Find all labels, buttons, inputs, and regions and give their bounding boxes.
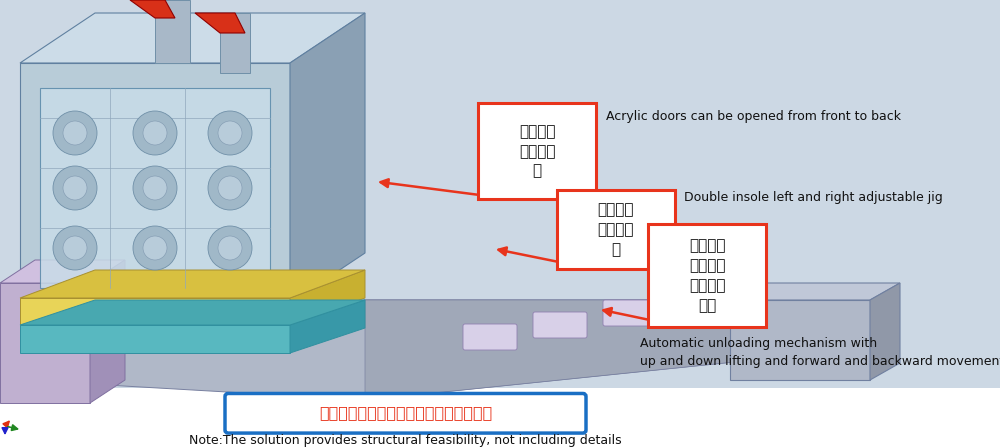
Polygon shape [20,270,365,298]
Bar [20,325,290,353]
Polygon shape [290,300,365,353]
Circle shape [143,236,167,260]
Circle shape [208,226,252,270]
Text: Note:The solution provides structural feasibility, not including details: Note:The solution provides structural fe… [189,434,622,447]
Polygon shape [195,13,245,33]
FancyBboxPatch shape [603,300,657,326]
Circle shape [133,226,177,270]
Polygon shape [365,300,870,400]
Circle shape [218,121,242,145]
Polygon shape [0,260,125,283]
Polygon shape [0,283,90,403]
Text: Acrylic doors can be opened from front to back: Acrylic doors can be opened from front t… [606,110,901,123]
Polygon shape [730,283,900,300]
Polygon shape [20,63,290,303]
FancyBboxPatch shape [225,393,586,433]
Polygon shape [40,88,270,288]
Circle shape [218,236,242,260]
Circle shape [218,176,242,200]
Polygon shape [870,283,900,380]
Polygon shape [20,300,365,325]
Circle shape [63,121,87,145]
FancyBboxPatch shape [478,103,596,199]
Polygon shape [20,300,870,361]
Circle shape [53,226,97,270]
FancyBboxPatch shape [557,190,675,269]
Polygon shape [130,0,175,18]
FancyBboxPatch shape [533,312,587,338]
Bar [155,0,190,63]
Circle shape [143,121,167,145]
Bar [0,388,1000,448]
Text: 注：方案提供结构可实现性，不包括细节: 注：方案提供结构可实现性，不包括细节 [319,405,492,420]
Text: Automatic unloading mechanism with
up and down lifting and forward and backward : Automatic unloading mechanism with up an… [640,337,1000,368]
Polygon shape [20,300,870,400]
Circle shape [63,176,87,200]
Bar [0,0,1000,388]
Circle shape [133,166,177,210]
Circle shape [63,236,87,260]
FancyBboxPatch shape [463,324,517,350]
Circle shape [133,111,177,155]
Circle shape [143,176,167,200]
Polygon shape [90,260,125,403]
Text: 前后可打
开亚克力
门: 前后可打 开亚克力 门 [519,124,555,178]
Bar [220,13,250,73]
Circle shape [208,111,252,155]
Circle shape [53,166,97,210]
Bar [20,298,290,326]
Polygon shape [20,13,365,63]
Polygon shape [290,270,365,326]
Text: Double insole left and right adjustable jig: Double insole left and right adjustable … [684,190,943,204]
Text: 双鞋垫左
右可调治
具: 双鞋垫左 右可调治 具 [598,202,634,257]
Circle shape [53,111,97,155]
Polygon shape [290,13,365,303]
FancyBboxPatch shape [648,224,766,327]
Bar [730,300,870,380]
Text: 上下顶升
前后移动
自动下料
机构: 上下顶升 前后移动 自动下料 机构 [689,238,725,313]
Circle shape [208,166,252,210]
